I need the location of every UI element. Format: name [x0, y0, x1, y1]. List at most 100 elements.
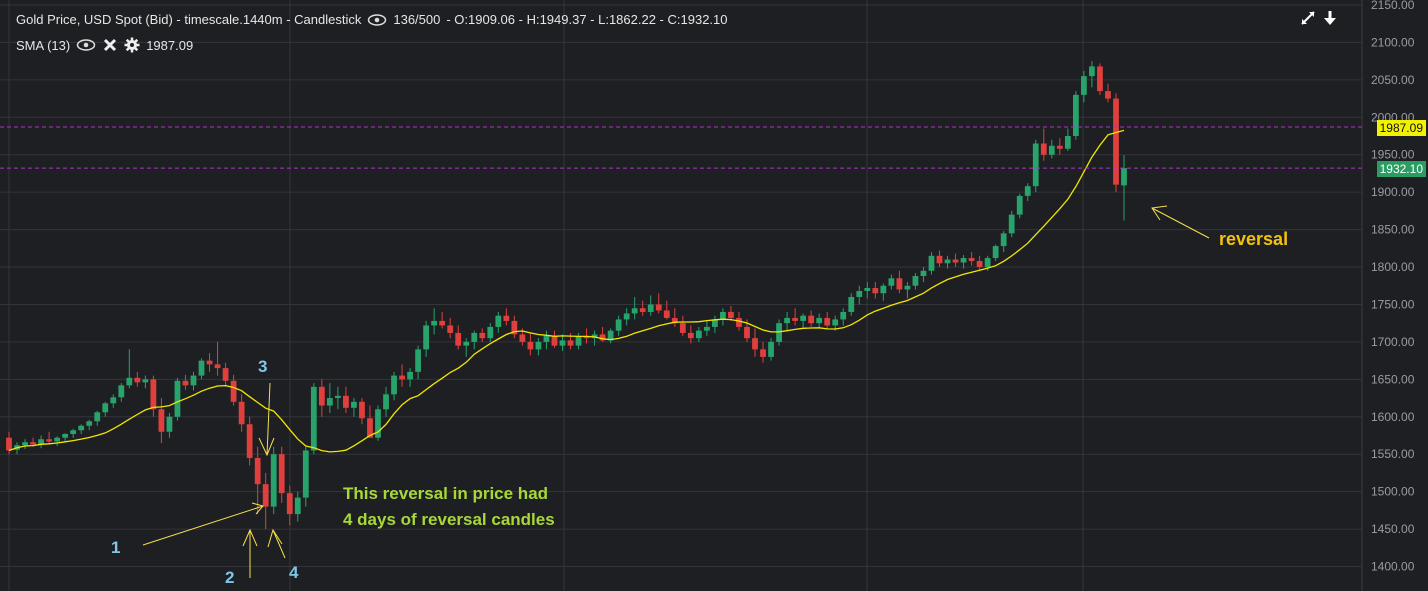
- candle-body: [359, 401, 365, 419]
- candle-body: [607, 330, 614, 341]
- candle-body: [872, 287, 879, 294]
- candle-body: [511, 320, 518, 335]
- candle-body: [318, 386, 325, 406]
- candle-body: [824, 317, 831, 326]
- candle-body: [86, 421, 93, 426]
- candle-body: [326, 398, 333, 406]
- candle-body: [687, 332, 694, 339]
- y-tick-label: 2100.00: [1371, 35, 1415, 49]
- y-tick-label: 2150.00: [1371, 0, 1415, 12]
- candle-body: [351, 401, 357, 408]
- arrow-1-head: [251, 502, 264, 515]
- candle-body: [142, 379, 149, 383]
- candle-body: [535, 341, 542, 350]
- candle-body: [214, 364, 221, 369]
- candle-body: [174, 380, 181, 417]
- candle-body: [1016, 195, 1023, 215]
- candle-body: [631, 308, 638, 314]
- candle-body: [760, 349, 766, 357]
- candle-body: [150, 379, 157, 410]
- y-tick-label: 1900.00: [1371, 185, 1415, 199]
- indicator-header: SMA (13) 1987.09: [16, 37, 193, 53]
- eye-icon[interactable]: [76, 38, 96, 52]
- candle-body: [391, 375, 397, 395]
- candle-body: [1081, 76, 1087, 95]
- candle-body: [423, 325, 430, 350]
- arrow-4-head: [267, 528, 283, 548]
- candle-body: [928, 255, 935, 271]
- candle-body: [1008, 214, 1015, 234]
- candle-body: [262, 484, 269, 507]
- candle-body: [118, 385, 125, 398]
- close-icon[interactable]: [102, 37, 118, 53]
- candle-body: [1056, 145, 1063, 149]
- y-tick-label: 1950.00: [1371, 148, 1415, 162]
- eye-icon[interactable]: [367, 13, 387, 27]
- y-tick-label: 2050.00: [1371, 73, 1415, 87]
- candle-body: [768, 341, 774, 357]
- candle-body: [944, 259, 951, 264]
- candle-body: [703, 326, 710, 331]
- candle-body: [599, 334, 606, 341]
- close-price-tag: 1932.10: [1376, 161, 1426, 177]
- candle-body: [1048, 145, 1055, 155]
- indicator-name: SMA (13): [16, 37, 71, 53]
- candle-body: [78, 425, 85, 431]
- y-tick-label: 1700.00: [1371, 335, 1415, 349]
- candle-body: [1072, 94, 1079, 137]
- candle-body: [30, 442, 36, 445]
- candle-body: [431, 320, 438, 326]
- candle-body: [679, 323, 686, 333]
- candle-body: [960, 258, 967, 263]
- candle-body: [399, 375, 405, 380]
- candle-body: [1105, 91, 1111, 99]
- candle-body: [920, 270, 927, 277]
- candle-body: [695, 330, 702, 339]
- candle-body: [94, 412, 101, 422]
- expand-icon[interactable]: [1300, 10, 1316, 26]
- candle-body: [655, 304, 662, 311]
- arrow-3-shaft: [266, 382, 271, 456]
- candle-body: [134, 377, 141, 383]
- candle-body: [246, 424, 253, 458]
- candle-body: [6, 437, 12, 451]
- candle-body: [712, 319, 718, 327]
- candle-body: [1040, 143, 1047, 155]
- candle-body: [912, 276, 919, 286]
- arrow-reversal-head: [1151, 205, 1168, 221]
- candle-body: [447, 325, 454, 333]
- candle-body: [832, 319, 839, 326]
- arrow-reversal-shaft: [1151, 207, 1210, 239]
- indicator-value: 1987.09: [146, 37, 194, 53]
- candle-body: [736, 317, 742, 327]
- candle-body: [848, 296, 855, 312]
- sma-line: [8, 129, 1125, 453]
- candle-body: [375, 409, 381, 438]
- download-icon[interactable]: [1322, 10, 1338, 26]
- candle-body: [455, 332, 462, 346]
- candle-body: [182, 380, 189, 386]
- horizontal-grid: [0, 0, 1363, 591]
- candle-body: [367, 418, 373, 438]
- candle-body: [880, 285, 887, 294]
- candle-body: [792, 317, 799, 321]
- y-tick-label: 1750.00: [1371, 297, 1415, 311]
- arrow-4-shaft: [272, 529, 286, 559]
- bar-count: 136/500: [393, 12, 441, 27]
- candle-body: [166, 416, 173, 432]
- candle-body: [952, 259, 959, 263]
- arrow-3-head: [258, 437, 275, 457]
- y-tick-label: 1600.00: [1371, 410, 1415, 424]
- y-axis-ticks: 2150.002100.002050.002000.001950.001900.…: [1371, 0, 1415, 574]
- candle-body: [54, 437, 61, 442]
- candle-body: [647, 304, 654, 312]
- candle-body: [904, 285, 911, 290]
- candle-body: [896, 278, 903, 290]
- gear-icon[interactable]: [124, 37, 140, 53]
- candle-body: [487, 326, 494, 339]
- candle-body: [270, 454, 277, 507]
- candle-body: [752, 338, 758, 350]
- candle-body: [784, 317, 790, 324]
